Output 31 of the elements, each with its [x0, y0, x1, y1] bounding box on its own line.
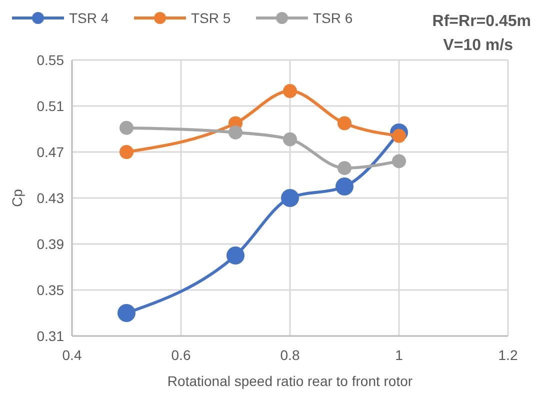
y-tick-label: 0.51 [36, 98, 64, 114]
point [118, 304, 136, 322]
point [283, 84, 297, 98]
point [120, 120, 134, 135]
point [120, 145, 134, 159]
point [392, 154, 406, 168]
x-tick-label: 1 [395, 347, 404, 363]
point [283, 132, 297, 146]
point [336, 178, 354, 196]
point [338, 161, 352, 176]
legend-label: TSR 4 [69, 10, 109, 26]
point [226, 246, 244, 264]
x-tick-label: 1.2 [498, 347, 518, 363]
x-tick-label: 0.8 [280, 347, 300, 363]
point [281, 189, 299, 207]
text: Rf=Rr=0.45m [432, 13, 531, 30]
legend-label: TSR 6 [313, 10, 353, 26]
text: V=10 m/s [443, 37, 514, 54]
x-tick-label: 0.4 [62, 347, 82, 363]
legend-label: TSR 5 [191, 10, 231, 26]
x-tick-label: 0.6 [171, 347, 191, 363]
y-tick-label: 0.35 [36, 282, 64, 298]
y-tick-label: 0.31 [36, 328, 64, 344]
y-axis-title: Cp [9, 188, 25, 207]
y-tick-label: 0.55 [36, 52, 64, 68]
point [228, 125, 242, 140]
point [338, 116, 352, 130]
y-tick-label: 0.39 [36, 236, 64, 252]
x-axis-title: Rotational speed ratio rear to front rotor [167, 373, 413, 389]
y-tick-label: 0.43 [36, 190, 64, 206]
y-tick-label: 0.47 [36, 144, 64, 160]
